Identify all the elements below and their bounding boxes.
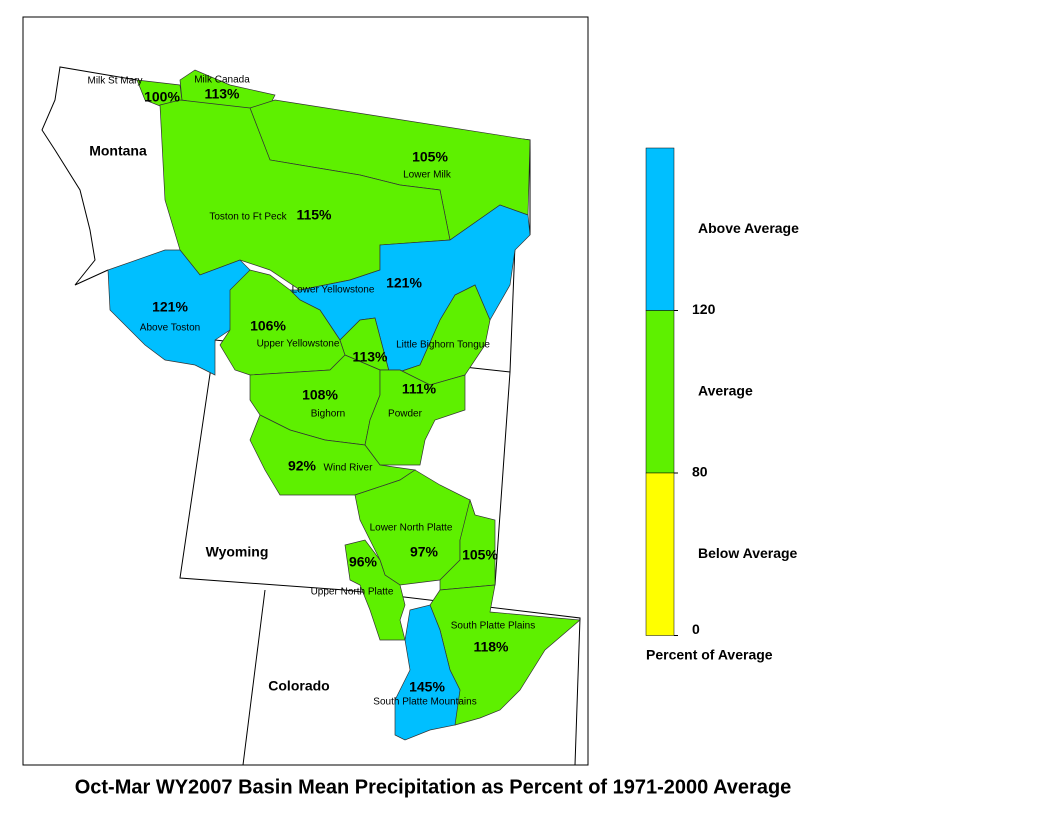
basin-name: Lower Milk: [403, 170, 452, 181]
basin-name: Upper North Platte: [311, 587, 394, 598]
basin-name: Bighorn: [311, 409, 345, 420]
montana-west-border: [41, 66, 138, 286]
basin-region: [344, 539, 406, 641]
basin-percent: 105%: [412, 149, 448, 165]
basin-region: [394, 604, 461, 741]
basin-name: Milk Canada: [194, 75, 250, 86]
basin-percent: 106%: [250, 318, 286, 334]
state-label: Wyoming: [206, 544, 269, 560]
basin-percent: 115%: [296, 207, 332, 223]
legend-break-label: 120: [692, 301, 716, 317]
basin-percent: 92%: [288, 458, 317, 474]
basin-name: Little Bighorn Tongue: [396, 340, 490, 351]
legend-swatch: [645, 472, 675, 636]
basin-name: Above Toston: [140, 323, 200, 334]
legend-title: Percent of Average: [646, 647, 773, 663]
basin-percent: 111%: [402, 381, 437, 397]
colorado-west-border: [242, 589, 266, 766]
basin-percent: 100%: [144, 89, 180, 105]
basin-percent: 113%: [204, 86, 240, 102]
basin-name: Toston to Ft Peck: [209, 212, 287, 223]
basin-name: Wind River: [324, 463, 374, 474]
basin-name: South Platte Plains: [451, 621, 536, 632]
legend-class-label: Above Average: [698, 220, 799, 236]
basin-name: Lower North Platte: [370, 523, 453, 534]
basin-percent: 121%: [386, 275, 422, 291]
basin-percent: 113%: [352, 349, 388, 365]
colorado-border: [344, 589, 581, 766]
basin-percent: 96%: [349, 554, 378, 570]
wyoming-west-border: [179, 339, 346, 591]
basin-percent: 145%: [409, 679, 445, 695]
basin-percent: 105%: [462, 547, 498, 563]
basin-percent: 108%: [302, 387, 338, 403]
legend: Above Average Average Below Average 120 80 0 P…: [645, 147, 799, 663]
legend-break-label: 80: [692, 464, 708, 480]
legend-class-label: Below Average: [698, 545, 798, 561]
basin-name: Milk St Mary: [88, 76, 143, 87]
legend-swatch: [645, 310, 675, 474]
basin-percent: 121%: [152, 299, 188, 315]
basin-percent: 97%: [410, 544, 439, 560]
basin-name: South Platte Mountains: [373, 697, 476, 708]
state-label: Montana: [89, 143, 147, 159]
map-title: Oct-Mar WY2007 Basin Mean Precipitation …: [75, 776, 792, 798]
basin-name: Powder: [388, 409, 423, 420]
state-label: Colorado: [268, 678, 329, 694]
basin-region: [364, 369, 466, 466]
legend-break-label: 0: [692, 621, 700, 637]
basin-percent: 118%: [473, 639, 509, 655]
legend-class-label: Average: [698, 382, 753, 398]
basin-name: Upper Yellowstone: [257, 339, 340, 350]
legend-swatch: [645, 147, 675, 311]
basin-name: Lower Yellowstone: [292, 285, 375, 296]
